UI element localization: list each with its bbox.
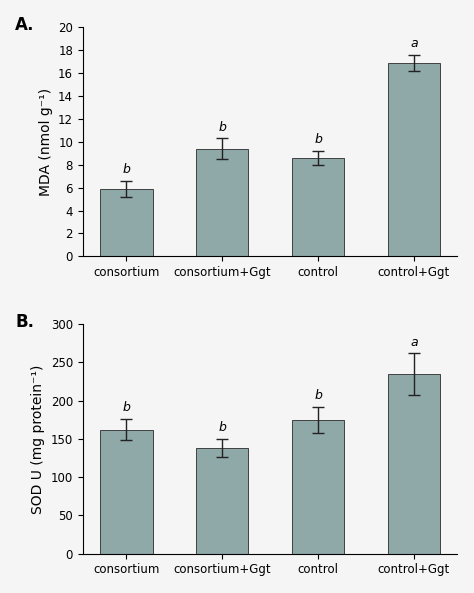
Bar xyxy=(100,189,153,256)
Text: b: b xyxy=(314,389,322,402)
Text: B.: B. xyxy=(15,313,35,331)
Text: A.: A. xyxy=(15,15,35,34)
Bar xyxy=(196,448,248,554)
Bar xyxy=(100,430,153,554)
Text: b: b xyxy=(218,422,226,434)
Bar xyxy=(388,63,440,256)
Bar xyxy=(292,420,345,554)
Text: b: b xyxy=(122,401,130,415)
Y-axis label: MDA (nmol g⁻¹): MDA (nmol g⁻¹) xyxy=(38,88,53,196)
Text: b: b xyxy=(314,133,322,146)
Bar xyxy=(196,149,248,256)
Text: a: a xyxy=(410,37,418,50)
Text: a: a xyxy=(410,336,418,349)
Y-axis label: SOD U (mg protein⁻¹): SOD U (mg protein⁻¹) xyxy=(31,364,45,514)
Text: b: b xyxy=(122,163,130,176)
Text: b: b xyxy=(218,121,226,133)
Bar xyxy=(292,158,345,256)
Bar xyxy=(388,374,440,554)
